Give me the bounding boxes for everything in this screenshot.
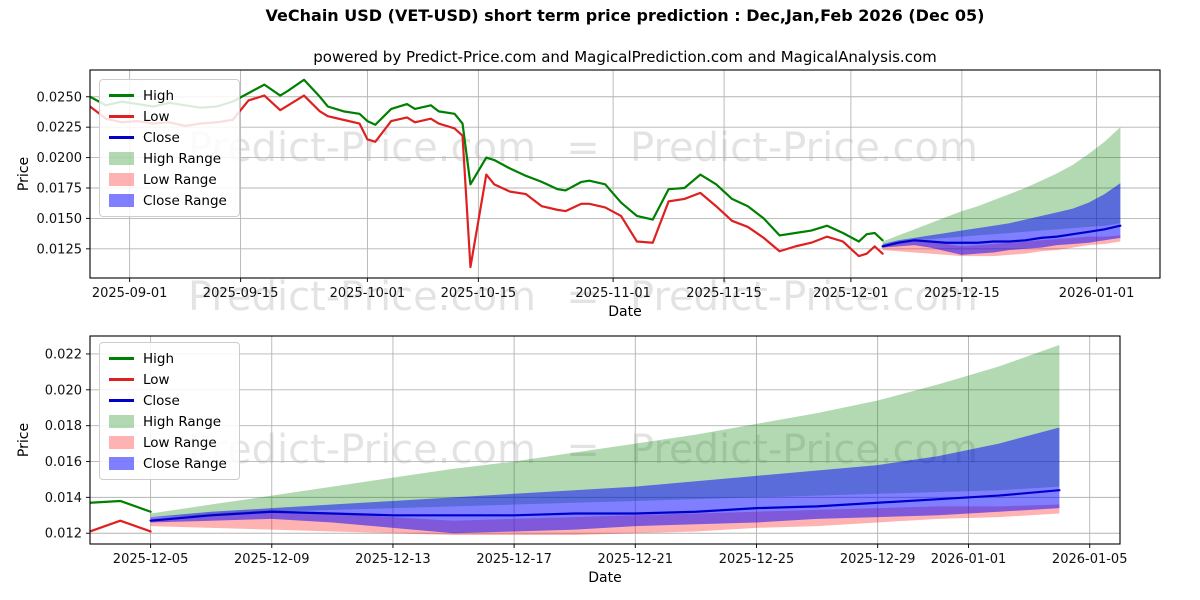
svg-text:0.020: 0.020 xyxy=(45,383,82,398)
low-swatch xyxy=(109,115,134,118)
legend-label: High xyxy=(143,350,175,367)
high-swatch xyxy=(109,357,134,360)
high-range-swatch xyxy=(109,152,134,165)
svg-text:2026-01-05: 2026-01-05 xyxy=(1052,552,1128,567)
legend-item-high-range: High Range xyxy=(109,148,227,169)
close-range-swatch xyxy=(109,194,134,207)
svg-text:0.0150: 0.0150 xyxy=(37,212,83,227)
svg-text:2025-09-15: 2025-09-15 xyxy=(203,286,279,301)
legend-label: Close xyxy=(143,392,180,409)
svg-text:0.0200: 0.0200 xyxy=(37,151,83,166)
chart-history-and-forecast: 2025-09-01 2025-09-15 2025-10-01 2025-10-15… xyxy=(16,69,1161,320)
chart-title: VeChain USD (VET-USD) short term price p… xyxy=(265,6,985,25)
legend-item-low: Low xyxy=(109,106,227,127)
legend-label: Low xyxy=(143,108,170,125)
legend-item-close: Close xyxy=(109,390,227,411)
legend-item-close: Close xyxy=(109,127,227,148)
svg-text:0.0125: 0.0125 xyxy=(37,242,83,257)
svg-text:2026-01-01: 2026-01-01 xyxy=(931,552,1007,567)
legend-label: High xyxy=(143,87,175,104)
axes-border xyxy=(89,69,1161,279)
svg-text:2025-12-29: 2025-12-29 xyxy=(840,552,916,567)
svg-text:2025-12-01: 2025-12-01 xyxy=(813,286,889,301)
legend-item-low-range: Low Range xyxy=(109,169,227,190)
legend-label: Close Range xyxy=(143,192,227,209)
svg-text:0.022: 0.022 xyxy=(45,347,82,362)
low-range-swatch xyxy=(109,436,134,449)
legend-label: High Range xyxy=(143,413,222,430)
svg-text:0.012: 0.012 xyxy=(45,527,82,542)
svg-text:0.0250: 0.0250 xyxy=(37,90,83,105)
legend-label: Close xyxy=(143,129,180,146)
svg-text:2025-10-01: 2025-10-01 xyxy=(330,286,406,301)
svg-text:0.014: 0.014 xyxy=(45,491,82,506)
legend-label: Low Range xyxy=(143,171,217,188)
series-area xyxy=(90,78,1122,269)
axis-labels: Date Price xyxy=(16,157,642,320)
tick-labels: 2025-12-05 2025-12-09 2025-12-13 2025-12-17… xyxy=(45,347,1128,567)
close-swatch xyxy=(109,399,134,402)
svg-text:2026-01-01: 2026-01-01 xyxy=(1059,286,1135,301)
legend-item-high: High xyxy=(109,348,227,369)
x-axis-label: Date xyxy=(608,304,641,320)
svg-text:2025-12-15: 2025-12-15 xyxy=(924,286,1000,301)
chart-subtitle: powered by Predict-Price.com and Magical… xyxy=(313,48,937,66)
axis-labels: Date Price xyxy=(16,423,622,586)
svg-text:2025-10-15: 2025-10-15 xyxy=(441,286,517,301)
svg-text:0.018: 0.018 xyxy=(45,419,82,434)
high-line xyxy=(90,78,884,243)
close-swatch xyxy=(109,136,134,139)
close-range-swatch xyxy=(109,457,134,470)
high-range-swatch xyxy=(109,415,134,428)
svg-text:2025-12-09: 2025-12-09 xyxy=(234,552,310,567)
legend-item-low-range: Low Range xyxy=(109,432,227,453)
legend-label: Low xyxy=(143,371,170,388)
svg-text:0.016: 0.016 xyxy=(45,455,82,470)
low-range-swatch xyxy=(109,173,134,186)
svg-text:2025-12-25: 2025-12-25 xyxy=(719,552,795,567)
legend-label: Close Range xyxy=(143,455,227,472)
low-line xyxy=(90,519,152,533)
low-swatch xyxy=(109,378,134,381)
axes-border xyxy=(89,335,1121,545)
svg-text:0.0225: 0.0225 xyxy=(37,121,83,136)
legend-item-close-range: Close Range xyxy=(109,190,227,211)
legend-item-close-range: Close Range xyxy=(109,453,227,474)
legend-item-low: Low xyxy=(109,369,227,390)
chart-forecast-detail: 2025-12-05 2025-12-09 2025-12-13 2025-12-17… xyxy=(16,335,1128,586)
svg-text:0.0175: 0.0175 xyxy=(37,181,83,196)
series-area xyxy=(90,344,1061,536)
legend-item-high: High xyxy=(109,85,227,106)
x-axis-label: Date xyxy=(588,570,621,586)
low-line xyxy=(90,94,884,269)
svg-text:2025-11-01: 2025-11-01 xyxy=(575,286,651,301)
legend-item-high-range: High Range xyxy=(109,411,227,432)
gridlines xyxy=(90,336,1120,544)
y-axis-label: Price xyxy=(16,423,32,457)
svg-text:2025-11-15: 2025-11-15 xyxy=(686,286,762,301)
close-range-band xyxy=(150,427,1060,534)
legend-top-chart: High Low Close High Range Low Range Close Ran… xyxy=(99,79,240,217)
tick-labels: 2025-09-01 2025-09-15 2025-10-01 2025-10-15… xyxy=(37,90,1135,301)
high-swatch xyxy=(109,94,134,97)
close-line xyxy=(149,489,1061,522)
close-line xyxy=(881,224,1122,248)
legend-label: High Range xyxy=(143,150,222,167)
svg-text:2025-12-05: 2025-12-05 xyxy=(113,552,189,567)
legend-bottom-chart: High Low Close High Range Low Range Close Ran… xyxy=(99,342,240,480)
high-line xyxy=(90,499,152,513)
y-axis-label: Price xyxy=(16,157,32,191)
svg-text:2025-12-21: 2025-12-21 xyxy=(598,552,674,567)
svg-text:2025-12-17: 2025-12-17 xyxy=(476,552,552,567)
svg-text:2025-09-01: 2025-09-01 xyxy=(92,286,168,301)
svg-text:2025-12-13: 2025-12-13 xyxy=(355,552,431,567)
legend-label: Low Range xyxy=(143,434,217,451)
